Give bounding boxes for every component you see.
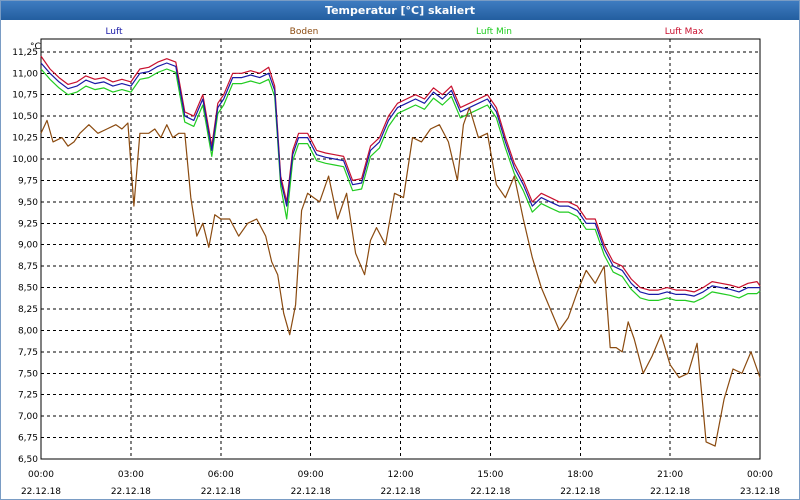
y-tick-label: 6,50: [18, 455, 38, 465]
y-tick-label: 8,00: [18, 326, 38, 336]
y-tick-label: 10,50: [12, 112, 38, 122]
legend: Luft Boden Luft Min Luft Max: [105, 27, 704, 37]
y-tick-label: 9,75: [18, 176, 38, 186]
y-tick-label: 8,50: [18, 284, 38, 294]
x-tick-date-label: 22.12.18: [111, 487, 151, 497]
x-tick-date-label: 22.12.18: [21, 487, 61, 497]
x-tick-date-label: 22.12.18: [201, 487, 241, 497]
x-tick-time-label: 12:00: [388, 470, 414, 480]
temperature-chart: 6,50 6,75 7,00 7,25 7,50 7,75 8,00 8,25 8,50 8,75…: [12, 27, 780, 497]
axes: 6,50 6,75 7,00 7,25 7,50 7,75 8,00 8,25 8,50 8,75…: [12, 38, 780, 497]
grid: [41, 39, 760, 460]
y-tick-label: 11,25: [12, 48, 38, 58]
x-tick-date-label: 22.12.18: [560, 487, 600, 497]
y-tick-label: 9,25: [18, 219, 38, 229]
y-tick-label: 7,50: [18, 369, 38, 379]
y-tick-label: 7,75: [18, 348, 38, 358]
legend-luft: Luft: [105, 27, 123, 37]
y-tick-label: 11,00: [12, 69, 38, 79]
series-lines: [40, 55, 761, 447]
x-tick-time-label: 03:00: [118, 470, 144, 480]
y-tick-label: 9,00: [18, 241, 38, 251]
x-tick-time-label: 06:00: [208, 470, 234, 480]
series-line-luft-min: [40, 68, 761, 303]
x-tick-date-label: 22.12.18: [380, 487, 420, 497]
x-tick-date-label: 23.12.18: [740, 487, 780, 497]
x-tick-date-label: 22.12.18: [650, 487, 690, 497]
window-title: Temperatur [°C] skaliert: [1, 1, 799, 20]
series-line-boden: [40, 106, 761, 447]
legend-luft-max: Luft Max: [665, 27, 704, 37]
x-tick-time-label: 00:00: [28, 470, 54, 480]
y-tick-label: 9,50: [18, 198, 38, 208]
y-tick-label: 10,75: [12, 91, 38, 101]
x-tick-date-label: 22.12.18: [470, 487, 510, 497]
legend-boden: Boden: [290, 27, 319, 37]
x-tick-time-label: 21:00: [657, 470, 683, 480]
y-tick-label: 7,25: [18, 391, 38, 401]
x-tick-time-label: 15:00: [477, 470, 503, 480]
y-axis-unit-label: °C: [30, 42, 41, 52]
y-tick-label: 8,25: [18, 305, 38, 315]
x-tick-time-label: 18:00: [567, 470, 593, 480]
y-tick-label: 10,00: [12, 155, 38, 165]
y-tick-label: 10,25: [12, 134, 38, 144]
y-tick-label: 6,75: [18, 434, 38, 444]
legend-luft-min: Luft Min: [476, 27, 512, 37]
series-line-luft: [40, 62, 760, 297]
plot-frame: [40, 38, 761, 460]
y-tick-label: 8,75: [18, 262, 38, 272]
x-tick-time-label: 09:00: [298, 470, 324, 480]
x-tick-time-label: 00:00: [747, 470, 773, 480]
y-tick-label: 7,00: [18, 412, 38, 422]
series-line-luft-max: [40, 55, 761, 293]
x-tick-date-label: 22.12.18: [291, 487, 331, 497]
